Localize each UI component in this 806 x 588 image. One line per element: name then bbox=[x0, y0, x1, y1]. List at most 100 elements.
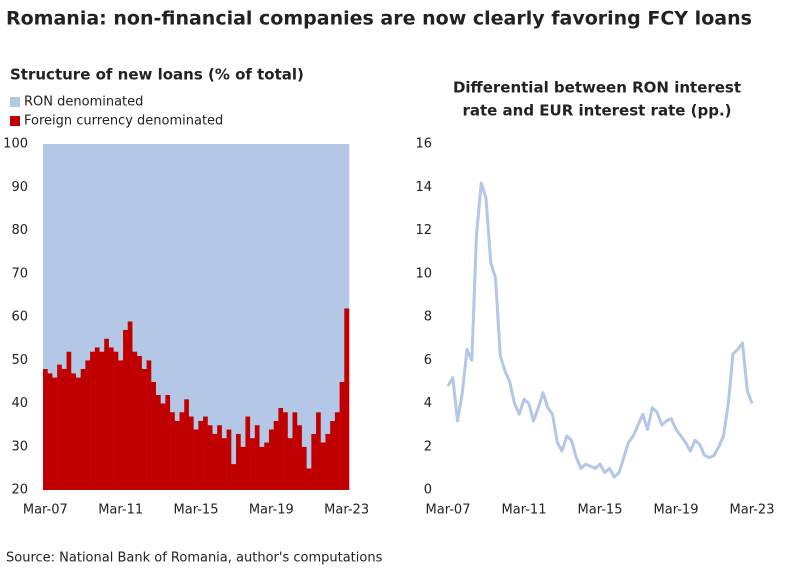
y-tick-label: 80 bbox=[11, 223, 28, 238]
bar bbox=[90, 351, 96, 490]
bar bbox=[57, 144, 63, 365]
bar bbox=[155, 144, 161, 395]
bar bbox=[320, 442, 326, 490]
bar bbox=[259, 446, 265, 490]
y-tick-label: 100 bbox=[3, 137, 28, 152]
bar bbox=[301, 446, 307, 490]
bar bbox=[316, 412, 322, 490]
bar bbox=[278, 144, 284, 408]
bar bbox=[85, 144, 91, 361]
y-tick-label: 16 bbox=[415, 137, 432, 152]
bar bbox=[71, 144, 77, 374]
bar bbox=[273, 144, 279, 421]
x-tick-label: Mar-19 bbox=[249, 503, 294, 518]
bar bbox=[141, 368, 147, 490]
bar bbox=[151, 144, 157, 382]
bar bbox=[198, 420, 204, 490]
bar bbox=[226, 144, 232, 430]
bar bbox=[113, 144, 119, 352]
bar bbox=[85, 360, 91, 490]
bar bbox=[236, 144, 242, 434]
bar bbox=[330, 420, 336, 490]
bar bbox=[287, 438, 293, 490]
bar bbox=[188, 416, 194, 490]
x-tick-label: Mar-15 bbox=[174, 503, 219, 518]
bar bbox=[94, 144, 100, 348]
x-tick-label: Mar-23 bbox=[324, 503, 369, 518]
bar bbox=[325, 144, 331, 434]
bar bbox=[193, 144, 199, 430]
bar bbox=[316, 144, 322, 413]
bar bbox=[203, 416, 209, 490]
bar bbox=[132, 144, 138, 352]
bar bbox=[66, 144, 72, 352]
bar bbox=[264, 442, 270, 490]
bar bbox=[212, 144, 218, 434]
bar bbox=[151, 381, 157, 490]
bar bbox=[66, 351, 72, 490]
bar bbox=[137, 144, 143, 356]
bar bbox=[146, 144, 152, 361]
bar bbox=[170, 144, 176, 413]
bar bbox=[123, 329, 129, 490]
source-note: Source: National Bank of Romania, author… bbox=[6, 551, 383, 566]
bar bbox=[231, 144, 237, 465]
bar bbox=[170, 412, 176, 490]
bar bbox=[184, 144, 190, 400]
bar bbox=[71, 373, 77, 490]
bar bbox=[174, 420, 180, 490]
bar bbox=[104, 338, 110, 490]
line bbox=[446, 181, 754, 479]
bar bbox=[325, 433, 331, 490]
y-tick-label: 6 bbox=[424, 353, 432, 368]
legend-swatch bbox=[10, 97, 20, 107]
bar bbox=[61, 144, 67, 369]
bar bbox=[203, 144, 209, 417]
bar bbox=[127, 144, 133, 322]
bar bbox=[47, 373, 53, 490]
bar bbox=[311, 433, 317, 490]
bar bbox=[311, 144, 317, 434]
bar bbox=[160, 403, 166, 490]
x-tick-label: Mar-11 bbox=[98, 503, 143, 518]
bar bbox=[330, 144, 336, 421]
y-tick-label: 2 bbox=[424, 439, 432, 454]
bar bbox=[94, 347, 100, 490]
y-tick-label: 90 bbox=[11, 180, 28, 195]
y-tick-label: 10 bbox=[415, 266, 432, 281]
bar bbox=[301, 144, 307, 447]
bar bbox=[236, 433, 242, 490]
bar bbox=[287, 144, 293, 439]
bar bbox=[146, 360, 152, 490]
bar bbox=[52, 377, 58, 490]
legend-label: RON denominated bbox=[24, 95, 143, 110]
bar bbox=[113, 351, 119, 490]
bar bbox=[132, 351, 138, 490]
bar bbox=[217, 144, 223, 426]
bar bbox=[193, 429, 199, 490]
bar bbox=[254, 425, 260, 490]
bar bbox=[278, 407, 284, 490]
bar bbox=[90, 144, 96, 352]
chart-title: Differential between RON interest bbox=[453, 79, 741, 97]
bar bbox=[240, 144, 246, 447]
y-tick-label: 30 bbox=[11, 439, 28, 454]
bar bbox=[254, 144, 260, 426]
chart-title: Structure of new loans (% of total) bbox=[10, 66, 304, 84]
bar bbox=[344, 144, 350, 309]
bar bbox=[108, 347, 114, 490]
bar bbox=[283, 412, 289, 490]
bar bbox=[221, 438, 227, 490]
bar bbox=[179, 144, 185, 413]
bar bbox=[334, 412, 340, 490]
bar bbox=[80, 368, 86, 490]
bar bbox=[320, 144, 326, 443]
bar bbox=[306, 468, 312, 490]
y-tick-label: 0 bbox=[424, 483, 432, 498]
bar bbox=[118, 144, 124, 361]
bar bbox=[250, 438, 256, 490]
x-tick-label: Mar-23 bbox=[730, 503, 775, 518]
bar bbox=[104, 144, 110, 339]
bar bbox=[43, 144, 49, 369]
bar bbox=[165, 394, 171, 490]
